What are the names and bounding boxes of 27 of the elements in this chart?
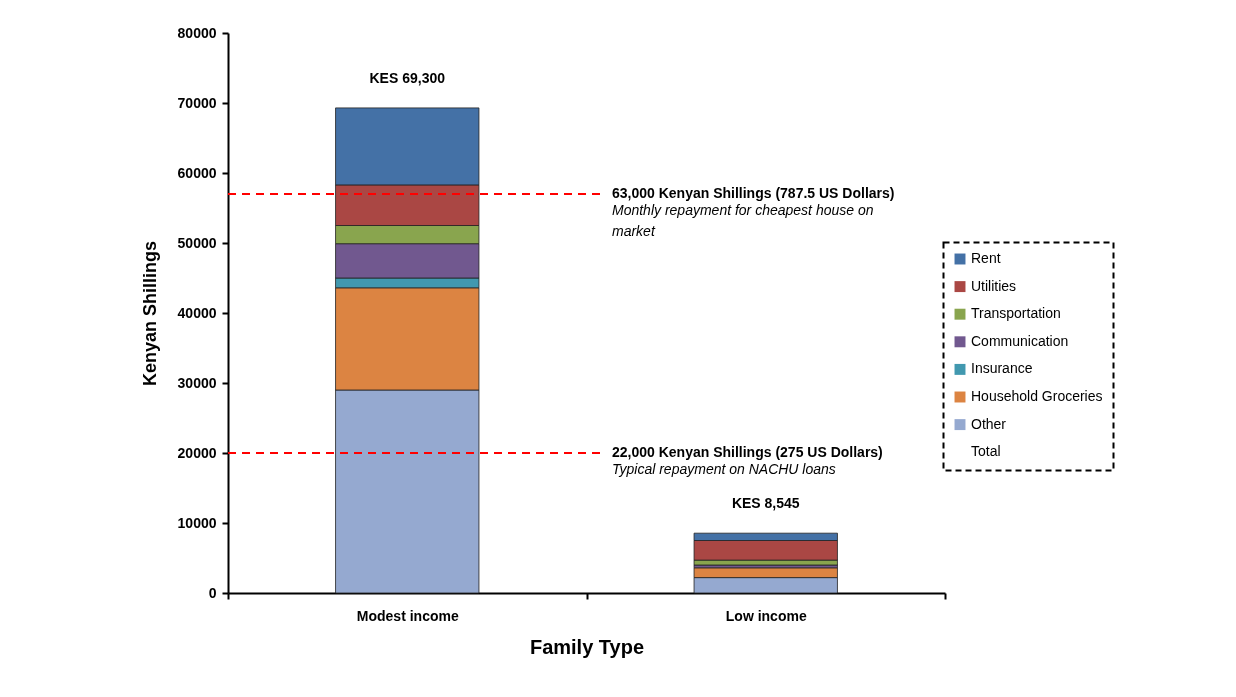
x-tick-label: Low income: [725, 607, 807, 624]
y-tick-label: 60000: [177, 164, 217, 181]
y-tick-label: 30000: [177, 374, 217, 391]
legend-label: Utilities: [971, 277, 1017, 294]
legend-label: Household Groceries: [971, 388, 1103, 404]
legend-label: Insurance: [971, 360, 1033, 377]
y-tick-label: 20000: [177, 444, 217, 461]
legend-label: Communication: [971, 332, 1069, 349]
y-tick-label: 50000: [177, 234, 217, 251]
y-tick-label: 40000: [177, 304, 217, 321]
ref-line-label: 63,000 Kenyan Shillings (787.5 US Dollars): [612, 185, 895, 201]
x-tick-label: Modest income: [356, 607, 459, 624]
legend-label: Rent: [971, 250, 1001, 266]
legend-label: Transportation: [971, 305, 1061, 322]
ref-line-label: 22,000 Kenyan Shillings (275 US Dollars): [612, 444, 883, 460]
x-axis-title: Family Type: [529, 635, 645, 658]
text: Total: [971, 443, 1001, 460]
total-label: KES 69,300: [369, 69, 446, 86]
legend-label: Other: [971, 415, 1007, 432]
annotation: Monthly repayment for cheapest house on market: [612, 202, 874, 239]
total-label: KES 8,545: [731, 495, 800, 512]
y-axis-title: Kenyan Shillings: [139, 240, 160, 387]
annotation: Typical repayment on NACHU loans: [612, 461, 836, 477]
y-tick-label: 10000: [177, 514, 217, 531]
y-tick-label: 80000: [177, 24, 217, 41]
y-tick-label: 0: [208, 584, 217, 601]
y-tick-label: 70000: [177, 94, 217, 111]
